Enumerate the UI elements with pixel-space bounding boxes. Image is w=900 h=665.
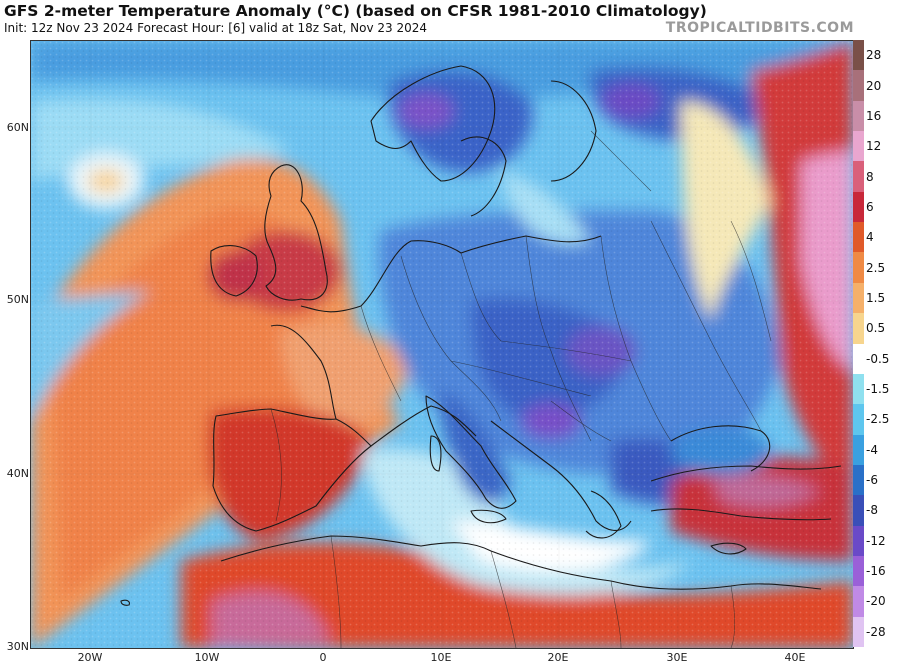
lon-label-40e: 40E [784,651,806,664]
colorbar-label: 8 [866,169,874,184]
colorbar-label: 0.5 [866,321,886,336]
lon-label-10e: 10E [430,651,452,664]
colorbar-swatch [853,555,864,587]
lon-label-10w: 10W [194,651,220,664]
forecast-subtitle: Init: 12z Nov 23 2024 Forecast Hour: [6]… [4,21,428,35]
colorbar-swatch [853,131,864,162]
colorbar-swatch [853,191,864,223]
colorbar-swatch [853,464,864,496]
colorbar-label: -20 [866,594,886,609]
colorbar-swatch [853,70,864,102]
colorbar-label: 4 [866,230,874,245]
colorbar-swatch [853,404,864,436]
colorbar-swatch [853,343,864,375]
credit-watermark: TROPICALTIDBITS.COM [665,20,854,36]
lat-label-50n: 50N [6,293,29,306]
colorbar-label: -12 [866,533,886,548]
colorbar-swatch [853,525,864,557]
colorbar-label: -0.5 [866,351,890,366]
colorbar-label: -16 [866,564,886,579]
colorbar-label: -2.5 [866,412,890,427]
colorbar-label: 28 [866,48,882,63]
colorbar-label: 6 [866,199,874,214]
colorbar-swatch [853,282,864,314]
lon-label-20w: 20W [77,651,103,664]
lon-label-20e: 20E [547,651,569,664]
lat-label-60n: 60N [6,121,29,134]
colorbar-label: -28 [866,624,886,639]
colorbar-swatch [853,373,864,405]
colorbar-swatch [853,161,864,193]
colorbar-label: 20 [866,78,882,93]
lon-label-0: 0 [319,651,327,664]
noise-texture [31,41,853,648]
colorbar-swatch [853,100,864,132]
lon-label-30e: 30E [666,651,688,664]
colorbar-swatch [853,222,864,253]
colorbar-label: 2.5 [866,260,886,275]
lat-label-30n: 30N [6,640,29,653]
colorbar-swatch [853,586,864,618]
lat-label-40n: 40N [6,467,29,480]
colorbar-label: -1.5 [866,382,890,397]
graticule [31,41,853,648]
colorbar-label: -6 [866,473,878,488]
colorbar-swatch [853,616,864,648]
colorbar-swatch [853,434,864,466]
colorbar-legend: 28 20 16 12 8 6 4 2.5 1.5 0.5 -0.5 -1.5 -2.5 -4 -6 -8 -1… [853,40,900,648]
colorbar-label: 1.5 [866,290,886,305]
country-borders [270,130,772,648]
colorbar-swatch [853,252,864,284]
colorbar-label: 12 [866,139,882,154]
colorbar-label: -4 [866,442,878,457]
temperature-anomaly-map[interactable] [30,40,854,649]
colorbar-swatch [853,495,864,527]
colorbar-label: -8 [866,503,878,518]
colorbar-label: 16 [866,108,882,123]
colorbar-swatch [853,313,864,344]
coastlines [120,65,842,606]
map-title: GFS 2-meter Temperature Anomaly (°C) (ba… [4,2,707,20]
colorbar-swatch [853,40,864,71]
